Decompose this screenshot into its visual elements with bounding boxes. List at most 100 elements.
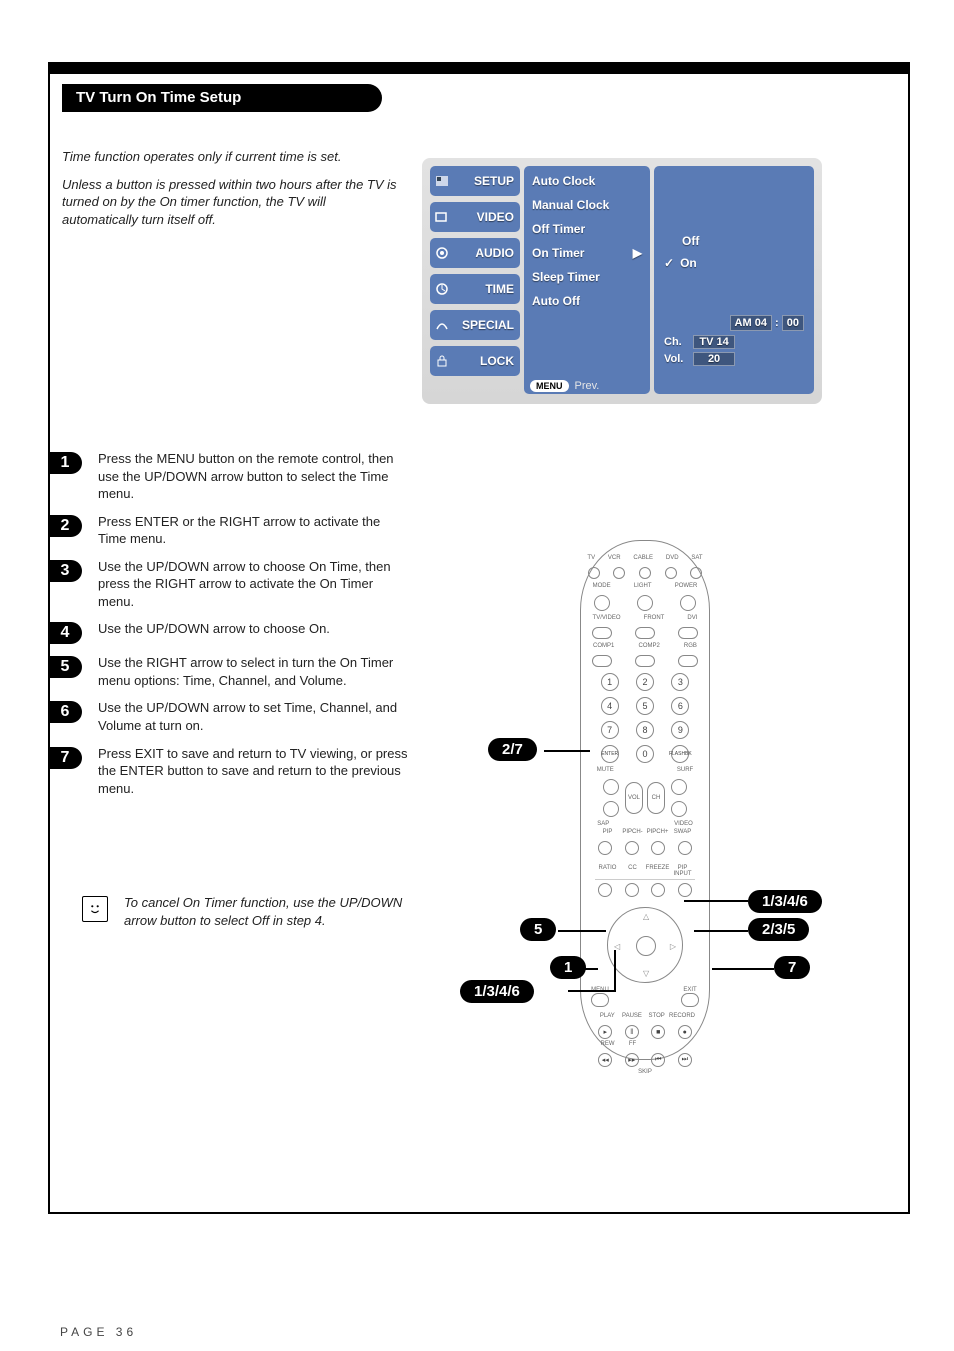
step-number-3: 3	[48, 560, 82, 582]
num-4-button[interactable]: 4	[601, 697, 619, 715]
steps-list: 1 Press the MENU button on the remote con…	[48, 450, 408, 807]
ch-rocker[interactable]: CH	[647, 782, 665, 814]
num-6-button[interactable]: 6	[671, 697, 689, 715]
power-button[interactable]	[680, 595, 696, 611]
intro-line-1: Time function operates only if current t…	[62, 148, 402, 166]
step-text-2: Press ENTER or the RIGHT arrow to activa…	[98, 513, 408, 548]
osd-tab-lock: LOCK	[430, 346, 520, 376]
skip-fwd-button[interactable]: ⏭	[678, 1053, 692, 1067]
step-number-2: 2	[48, 515, 82, 537]
comp2-button[interactable]	[635, 655, 655, 667]
num-7-button[interactable]: 7	[601, 721, 619, 739]
video-button[interactable]	[671, 801, 687, 817]
step-text-3: Use the UP/DOWN arrow to choose On Time,…	[98, 558, 408, 611]
exit-button[interactable]	[681, 993, 699, 1007]
osd-time-value: AM 04 : 00	[664, 315, 804, 331]
mode-button[interactable]	[594, 595, 610, 611]
step-number-5: 5	[48, 656, 82, 678]
num-9-button[interactable]: 9	[671, 721, 689, 739]
osd-channel-value: Ch. TV 14	[664, 335, 804, 349]
dpad-center-button[interactable]	[636, 936, 656, 956]
front-button[interactable]	[635, 627, 655, 639]
audio-icon	[434, 245, 450, 261]
play-button[interactable]: ▸	[598, 1025, 612, 1039]
callout-enter: 2/7	[488, 738, 537, 761]
rgb-button[interactable]	[678, 655, 698, 667]
chevron-right-icon: ▶	[633, 246, 642, 260]
video-icon	[434, 209, 450, 225]
osd-tab-special: SPECIAL	[430, 310, 520, 340]
cancel-note-text: To cancel On Timer function, use the UP/…	[124, 894, 412, 929]
num-1-button[interactable]: 1	[601, 673, 619, 691]
num-3-button[interactable]: 3	[671, 673, 689, 691]
flashbk-button[interactable]: FLASHBK	[671, 745, 689, 763]
remote-body: TVVCRCABLEDVDSAT MODELIGHTPOWER TV/VIDEO…	[580, 540, 710, 1060]
osd-tab-audio: AUDIO	[430, 238, 520, 268]
step-number-6: 6	[48, 701, 82, 723]
pipinput-button[interactable]	[678, 883, 692, 897]
rew-button[interactable]: ◂◂	[598, 1053, 612, 1067]
skip-back-button[interactable]: ⏮	[651, 1053, 665, 1067]
cancel-note: To cancel On Timer function, use the UP/…	[82, 894, 412, 929]
dpad[interactable]: △ ▽ ◁ ▷	[607, 907, 683, 983]
step-text-5: Use the RIGHT arrow to select in turn th…	[98, 654, 408, 689]
osd-item-sleep-timer: Sleep Timer	[532, 268, 642, 286]
num-8-button[interactable]: 8	[636, 721, 654, 739]
osd-option-on: ✓On	[664, 254, 804, 272]
step-number-4: 4	[48, 622, 82, 644]
pipch-plus-button[interactable]	[651, 841, 665, 855]
step-text-1: Press the MENU button on the remote cont…	[98, 450, 408, 503]
surf-button[interactable]	[671, 779, 687, 795]
pipch-minus-button[interactable]	[625, 841, 639, 855]
osd-item-manual-clock: Manual Clock	[532, 196, 642, 214]
step-text-6: Use the UP/DOWN arrow to set Time, Chann…	[98, 699, 408, 734]
tvvideo-button[interactable]	[592, 627, 612, 639]
numpad: 1 2 3 4 5 6 7 8 9 ENTER 0 FLASHBK	[595, 673, 695, 763]
num-0-button[interactable]: 0	[636, 745, 654, 763]
page-number: PAGE 36	[60, 1325, 137, 1339]
enter-button[interactable]: ENTER	[601, 745, 619, 763]
osd-menu: SETUP VIDEO AUDIO TIME SPECIAL LOCK Auto…	[422, 158, 822, 404]
osd-option-off: Off	[664, 232, 804, 250]
osd-item-off-timer: Off Timer	[532, 220, 642, 238]
skip-label: SKIP	[581, 1069, 709, 1075]
osd-tab-video: VIDEO	[430, 202, 520, 232]
callout-exit: 7	[774, 956, 810, 979]
freeze-button[interactable]	[651, 883, 665, 897]
right-arrow-icon: ▷	[670, 942, 676, 951]
section-title: TV Turn On Time Setup	[62, 84, 382, 112]
osd-tab-time: TIME	[430, 274, 520, 304]
num-5-button[interactable]: 5	[636, 697, 654, 715]
osd-options: Off ✓On AM 04 : 00 Ch. TV 14 Vol. 20	[654, 166, 814, 394]
comp1-button[interactable]	[592, 655, 612, 667]
sap-button[interactable]	[603, 801, 619, 817]
intro-line-2: Unless a button is pressed within two ho…	[62, 176, 402, 229]
record-button[interactable]: ●	[678, 1025, 692, 1039]
down-arrow-icon: ▽	[643, 969, 649, 978]
dvi-button[interactable]	[678, 627, 698, 639]
mute-button[interactable]	[603, 779, 619, 795]
callout-dpad-left: 5	[520, 918, 556, 941]
swap-button[interactable]	[678, 841, 692, 855]
check-icon: ✓	[664, 256, 674, 270]
remote-illustration: TVVCRCABLEDVDSAT MODELIGHTPOWER TV/VIDEO…	[460, 520, 880, 1080]
ratio-button[interactable]	[598, 883, 612, 897]
light-button[interactable]	[637, 595, 653, 611]
tv-led-icon	[588, 567, 600, 579]
osd-item-on-timer: On Timer▶	[532, 244, 642, 262]
osd-item-auto-off: Auto Off	[532, 292, 642, 310]
smiley-icon	[82, 896, 108, 922]
time-icon	[434, 281, 450, 297]
cc-button[interactable]	[625, 883, 639, 897]
step-number-1: 1	[48, 452, 82, 474]
vol-rocker[interactable]: VOL	[625, 782, 643, 814]
osd-volume-value: Vol. 20	[664, 352, 804, 366]
pip-button[interactable]	[598, 841, 612, 855]
pause-button[interactable]: ‖	[625, 1025, 639, 1039]
num-2-button[interactable]: 2	[636, 673, 654, 691]
ff-button[interactable]: ▸▸	[625, 1053, 639, 1067]
menu-button[interactable]	[591, 993, 609, 1007]
osd-prev-hint: MENU Prev.	[530, 380, 599, 392]
step-text-7: Press EXIT to save and return to TV view…	[98, 745, 408, 798]
stop-button[interactable]: ■	[651, 1025, 665, 1039]
